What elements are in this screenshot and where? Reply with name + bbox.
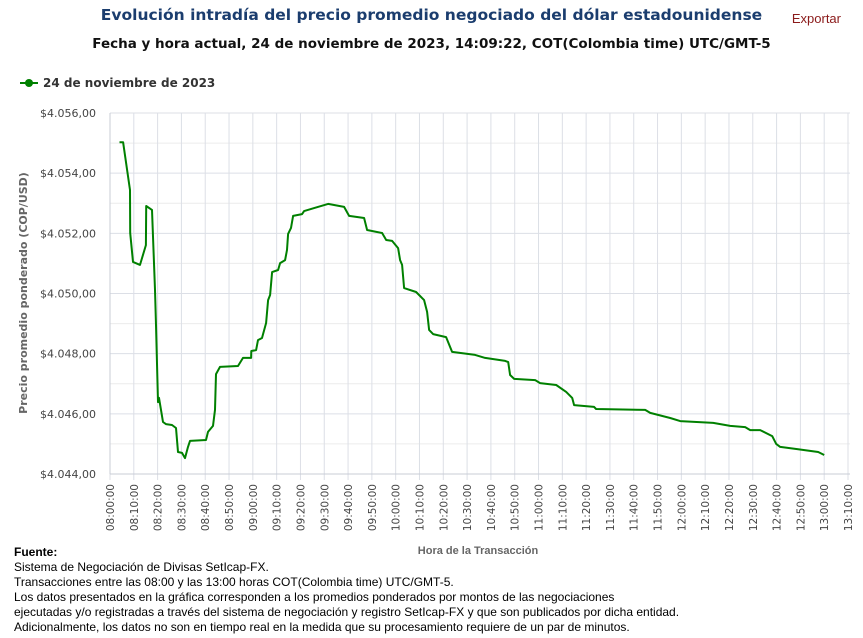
x-tick-label: 08:20:00 [153, 484, 165, 531]
x-tick-label: 12:20:00 [724, 484, 736, 531]
legend-item[interactable]: 24 de noviembre de 2023 [20, 76, 215, 90]
x-tick-label: 09:30:00 [319, 484, 331, 531]
footer-notes: Fuente: Sistema de Negociación de Divisa… [14, 545, 679, 635]
series-line [119, 141, 825, 460]
footer-line: Los datos presentados en la gráfica corr… [14, 590, 615, 604]
y-tick-label: $4.044,00 [40, 468, 96, 481]
export-button[interactable]: Exportar [791, 11, 841, 26]
legend-marker-icon [20, 77, 38, 89]
x-tick-label: 10:20:00 [438, 484, 450, 531]
y-tick-label: $4.054,00 [40, 167, 96, 180]
footer-heading: Fuente: [14, 545, 58, 559]
x-tick-label: 10:50:00 [510, 484, 522, 531]
grid [109, 112, 850, 480]
x-tick-label: 09:50:00 [367, 484, 379, 531]
x-tick-label: 10:30:00 [462, 484, 474, 531]
x-tick-label: 11:20:00 [581, 484, 593, 531]
chart-title: Evolución intradía del precio promedio n… [100, 6, 763, 24]
x-tick-label: 11:50:00 [653, 484, 665, 531]
x-tick-label: 11:40:00 [629, 484, 641, 531]
footer-line: ejecutadas y/o registradas a través del … [14, 605, 680, 619]
chart-subtitle: Fecha y hora actual, 24 de noviembre de … [92, 36, 771, 52]
x-tick-label: 09:00:00 [248, 484, 260, 531]
x-tick-label: 08:30:00 [176, 484, 188, 531]
x-tick-label: 08:50:00 [224, 484, 236, 531]
y-tick-label: $4.050,00 [40, 288, 96, 301]
y-tick-label: $4.052,00 [40, 227, 96, 240]
x-tick-label: 12:10:00 [700, 484, 712, 531]
x-tick-label: 12:30:00 [748, 484, 760, 531]
y-axis-ticks: $4.044,00 $4.046,00 $4.048,00 $4.050,00 $4.0… [40, 107, 96, 481]
x-tick-label: 08:40:00 [200, 484, 212, 531]
footer-line: Adicionalmente, los datos no son en tiem… [14, 620, 630, 634]
x-tick-label: 10:10:00 [414, 484, 426, 531]
y-tick-label: $4.048,00 [40, 348, 96, 361]
x-tick-label: 13:00:00 [819, 484, 831, 531]
x-tick-label: 09:20:00 [295, 484, 307, 531]
y-tick-label: $4.056,00 [40, 107, 96, 120]
x-axis-ticks: 08:00:00 08:10:00 08:20:00 08:30:00 08:40:00… [105, 484, 855, 531]
x-tick-label: 10:00:00 [391, 484, 403, 531]
x-tick-label: 10:40:00 [486, 484, 498, 531]
legend-label: 24 de noviembre de 2023 [43, 76, 216, 90]
x-tick-label: 09:10:00 [272, 484, 284, 531]
series-layer [119, 141, 825, 460]
x-tick-label: 11:10:00 [557, 484, 569, 531]
x-tick-label: 12:50:00 [795, 484, 807, 531]
x-axis-title: Hora de la Transacción [417, 545, 539, 557]
footer-line: Sistema de Negociación de Divisas SetIca… [14, 560, 269, 574]
x-tick-label: 12:00:00 [676, 484, 688, 531]
x-tick-label: 11:00:00 [534, 484, 546, 531]
x-tick-label: 13:10:00 [843, 484, 855, 531]
line-chart: $4.044,00 $4.046,00 $4.048,00 $4.050,00 $4.0… [17, 107, 855, 531]
x-tick-label: 08:10:00 [129, 484, 141, 531]
y-axis-title: Precio promedio ponderado (COP/USD) [17, 172, 30, 414]
footer-line: Transacciones entre las 08:00 y las 13:0… [14, 575, 454, 589]
x-tick-label: 08:00:00 [105, 484, 117, 531]
x-tick-label: 11:30:00 [605, 484, 617, 531]
y-tick-label: $4.046,00 [40, 408, 96, 421]
x-tick-label: 12:40:00 [772, 484, 784, 531]
x-tick-label: 09:40:00 [343, 484, 355, 531]
